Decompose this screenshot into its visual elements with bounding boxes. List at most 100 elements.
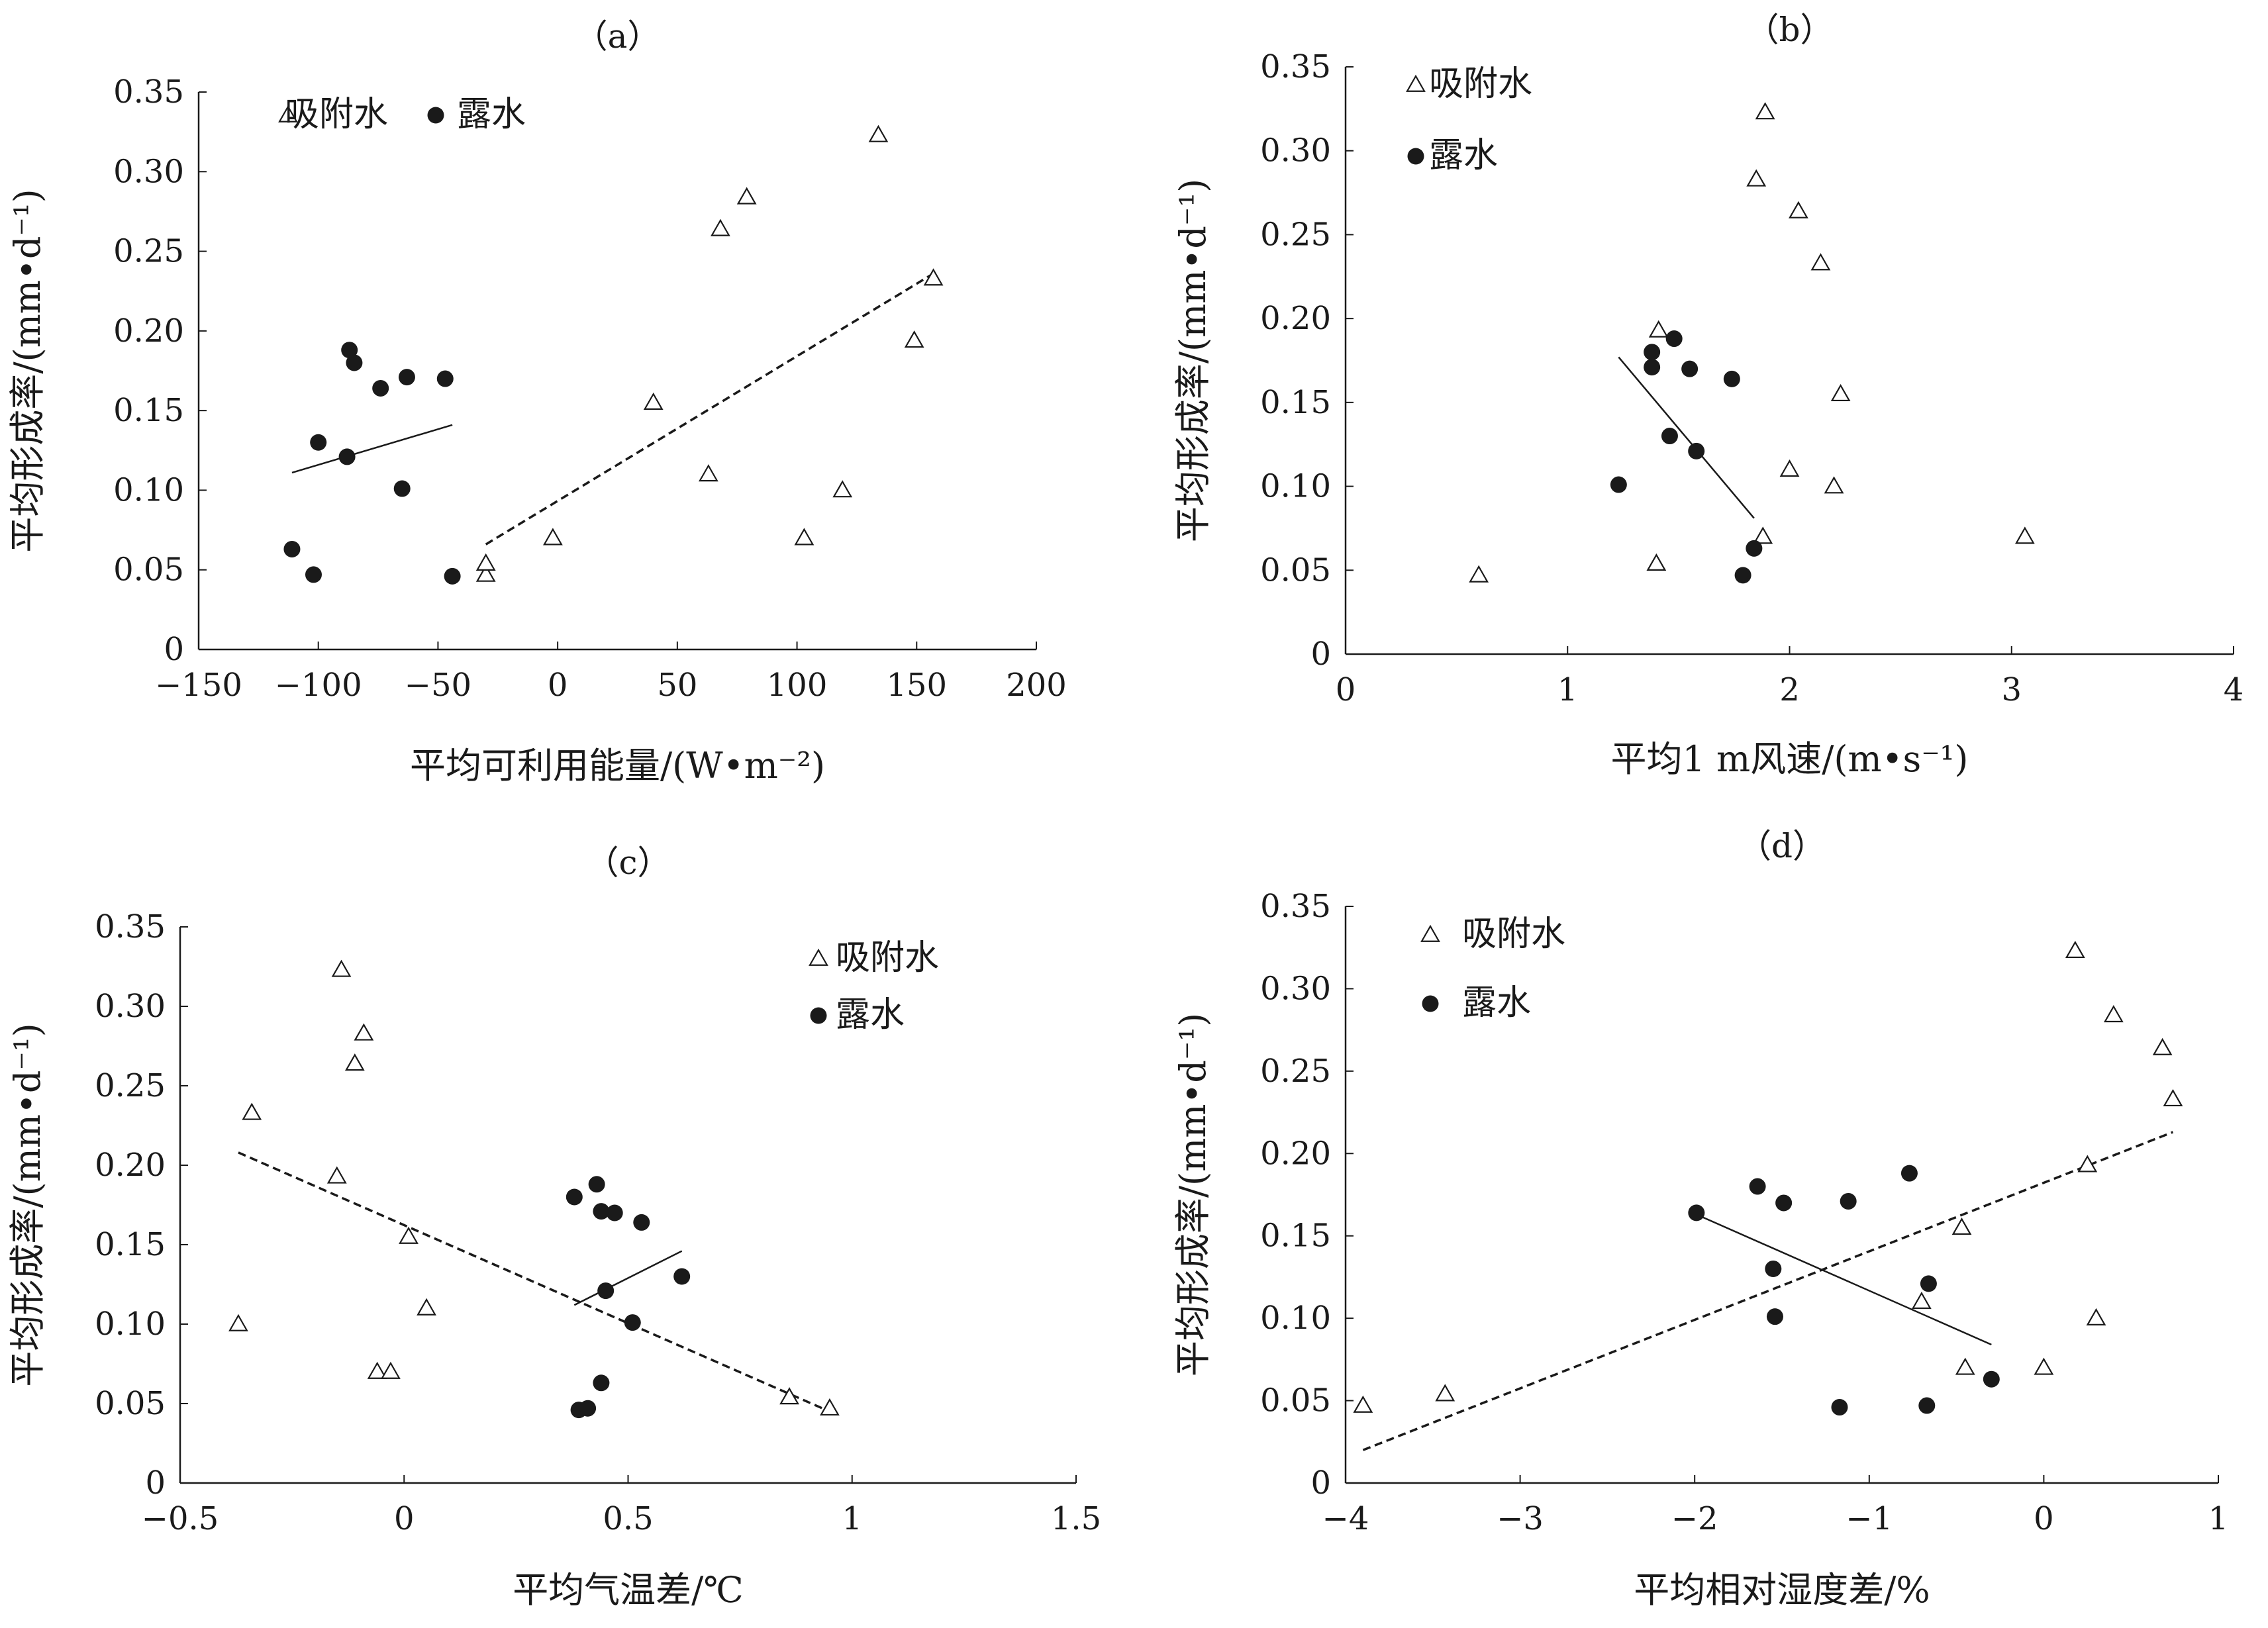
data-point-adsorbed-water [543, 528, 563, 546]
data-point-adsorbed-water [1779, 459, 1800, 477]
legend-marker-dew [1422, 995, 1439, 1012]
chart-panel-3: 00.050.100.150.200.250.300.35−0.5 0 0.5 1 1.… [7, 843, 1101, 1611]
y-axis-label: 平均形成率/(mm•d⁻¹) [7, 189, 48, 552]
data-point-dew [346, 354, 363, 371]
y-tick-label: 0.15 [1260, 384, 1331, 421]
data-point-adsorbed-water [1955, 1357, 1975, 1375]
data-point-adsorbed-water [1755, 102, 1775, 120]
trendline-dew [1618, 356, 1755, 519]
data-point-dew [1610, 476, 1627, 493]
y-tick-label: 0 [145, 1464, 166, 1502]
data-point-dew [1775, 1194, 1793, 1212]
data-point-adsorbed-water [228, 1314, 248, 1331]
x-tick-label: 3 [2001, 671, 2022, 708]
x-tick-label: 100 [767, 667, 828, 704]
data-point-adsorbed-water [399, 1226, 419, 1244]
data-point-dew [1766, 1308, 1783, 1325]
legend-label: 露水 [457, 95, 526, 134]
x-tick-label: 0 [1336, 671, 1356, 708]
y-tick-label: 0.35 [113, 73, 184, 111]
y-tick-label: 0.30 [1260, 132, 1331, 169]
y-tick-label: 0.15 [1260, 1218, 1331, 1255]
data-point-dew [1749, 1178, 1766, 1195]
chart-panel-4: 0 0.05 0.10 0.15 0.20 0.25 0.30 0.35 −4 −3 −2 −1 0 1 （… [1172, 827, 2228, 1611]
data-point-adsorbed-water [736, 187, 757, 205]
data-point-adsorbed-water [1911, 1292, 1932, 1310]
x-tick-label: 150 [886, 667, 947, 704]
trendline-dew [573, 1250, 683, 1306]
legend-marker-adsorbed-water [809, 948, 828, 966]
y-tick-label: 0.20 [1260, 1135, 1331, 1172]
trendline-dew [1696, 1214, 1992, 1346]
y-axis-label: 平均形成率/(mm•d⁻¹) [1172, 179, 1214, 542]
data-point-dew [1665, 330, 1683, 348]
legend-label: 露水 [836, 995, 905, 1035]
data-point-adsorbed-water [698, 464, 718, 482]
data-point-adsorbed-water [354, 1023, 374, 1041]
data-point-dew [1918, 1397, 1936, 1414]
data-point-dew [1681, 360, 1699, 377]
x-tick-label: 1 [2208, 1500, 2229, 1537]
data-point-dew [398, 369, 415, 386]
data-point-adsorbed-water [475, 553, 496, 571]
x-tick-label: −0.5 [142, 1500, 219, 1537]
data-point-dew [1688, 1204, 1705, 1221]
data-point-adsorbed-water [1646, 553, 1667, 571]
data-point-dew [1765, 1260, 1782, 1277]
data-point-adsorbed-water [344, 1053, 365, 1071]
data-point-dew [624, 1314, 641, 1331]
data-point-adsorbed-water [475, 564, 496, 582]
data-point-dew [606, 1204, 623, 1221]
data-point-adsorbed-water [331, 959, 352, 977]
data-point-adsorbed-water [868, 124, 889, 142]
data-point-dew [1661, 428, 1678, 445]
legend-label: 吸附水 [285, 95, 388, 134]
y-tick-label: 0.35 [1260, 888, 1331, 925]
data-point-dew [444, 567, 461, 585]
data-point-adsorbed-water [1824, 476, 1844, 494]
data-point-dew [1831, 1399, 1848, 1416]
x-tick-label: −2 [1671, 1500, 1718, 1537]
y-tick-label: 0.30 [1260, 970, 1331, 1007]
x-tick-label: 0 [394, 1500, 415, 1537]
data-point-adsorbed-water [820, 1398, 840, 1416]
x-tick-label: −1 [1846, 1500, 1893, 1537]
data-point-adsorbed-water [326, 1166, 347, 1184]
data-point-adsorbed-water [904, 330, 924, 348]
data-point-dew [1644, 344, 1661, 361]
data-point-adsorbed-water [367, 1361, 387, 1379]
x-tick-label: 50 [657, 667, 697, 704]
data-point-dew [673, 1268, 691, 1285]
y-tick-label: 0.30 [113, 153, 184, 190]
x-axis-label: 平均可利用能量/(W•m⁻²) [410, 745, 825, 787]
y-tick-label: 0.20 [95, 1147, 166, 1184]
data-point-adsorbed-water [242, 1102, 262, 1120]
data-point-adsorbed-water [1810, 253, 1831, 271]
data-point-adsorbed-water [381, 1361, 401, 1379]
data-point-adsorbed-water [1648, 320, 1669, 338]
trendline-adsorbed-water [1362, 1131, 2174, 1451]
x-axis-label: 平均气温差/℃ [513, 1569, 744, 1611]
x-tick-label: 2 [1779, 671, 1800, 708]
data-point-dew [341, 342, 358, 359]
data-point-dew [1840, 1192, 1857, 1210]
x-tick-label: 1 [842, 1500, 862, 1537]
y-tick-label: 0.05 [1260, 1382, 1331, 1419]
data-point-dew [1723, 370, 1740, 387]
trendline-adsorbed-water [238, 1151, 830, 1413]
data-point-adsorbed-water [2163, 1088, 2183, 1107]
data-point-adsorbed-water [711, 218, 730, 236]
x-tick-label: 0 [548, 667, 568, 704]
y-tick-label: 0.15 [95, 1226, 166, 1263]
data-point-dew [593, 1203, 610, 1220]
x-tick-label: −50 [405, 667, 471, 704]
x-tick-label: −100 [275, 667, 362, 704]
chart-title: （b） [1746, 11, 1833, 49]
data-point-adsorbed-water [2065, 940, 2085, 959]
y-tick-label: 0 [164, 631, 184, 668]
y-tick-label: 0 [1310, 1464, 1331, 1502]
data-point-adsorbed-water [779, 1387, 799, 1405]
data-point-adsorbed-water [2152, 1037, 2173, 1055]
x-axis-label: 平均1 m风速/(m•s⁻¹) [1611, 738, 1969, 780]
x-tick-label: 200 [1006, 667, 1067, 704]
